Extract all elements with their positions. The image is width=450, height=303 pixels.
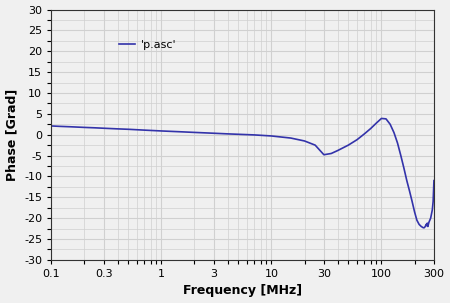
'p.asc' [414,218,419,222]
'p.asc' [431,179,436,182]
'p.asc' [421,226,426,230]
X-axis label: Frequency [MHz]: Frequency [MHz] [183,285,302,298]
'p.asc' [68,125,73,128]
'p.asc' [82,125,87,129]
Line: 'p.asc': 'p.asc' [51,118,434,228]
Y-axis label: Phase [Grad]: Phase [Grad] [5,88,18,181]
'p.asc' [379,117,384,120]
Legend: 'p.asc': 'p.asc' [114,35,181,54]
'p.asc' [49,124,54,128]
'p.asc' [252,133,257,137]
'p.asc' [416,223,422,226]
'p.asc' [354,138,360,142]
